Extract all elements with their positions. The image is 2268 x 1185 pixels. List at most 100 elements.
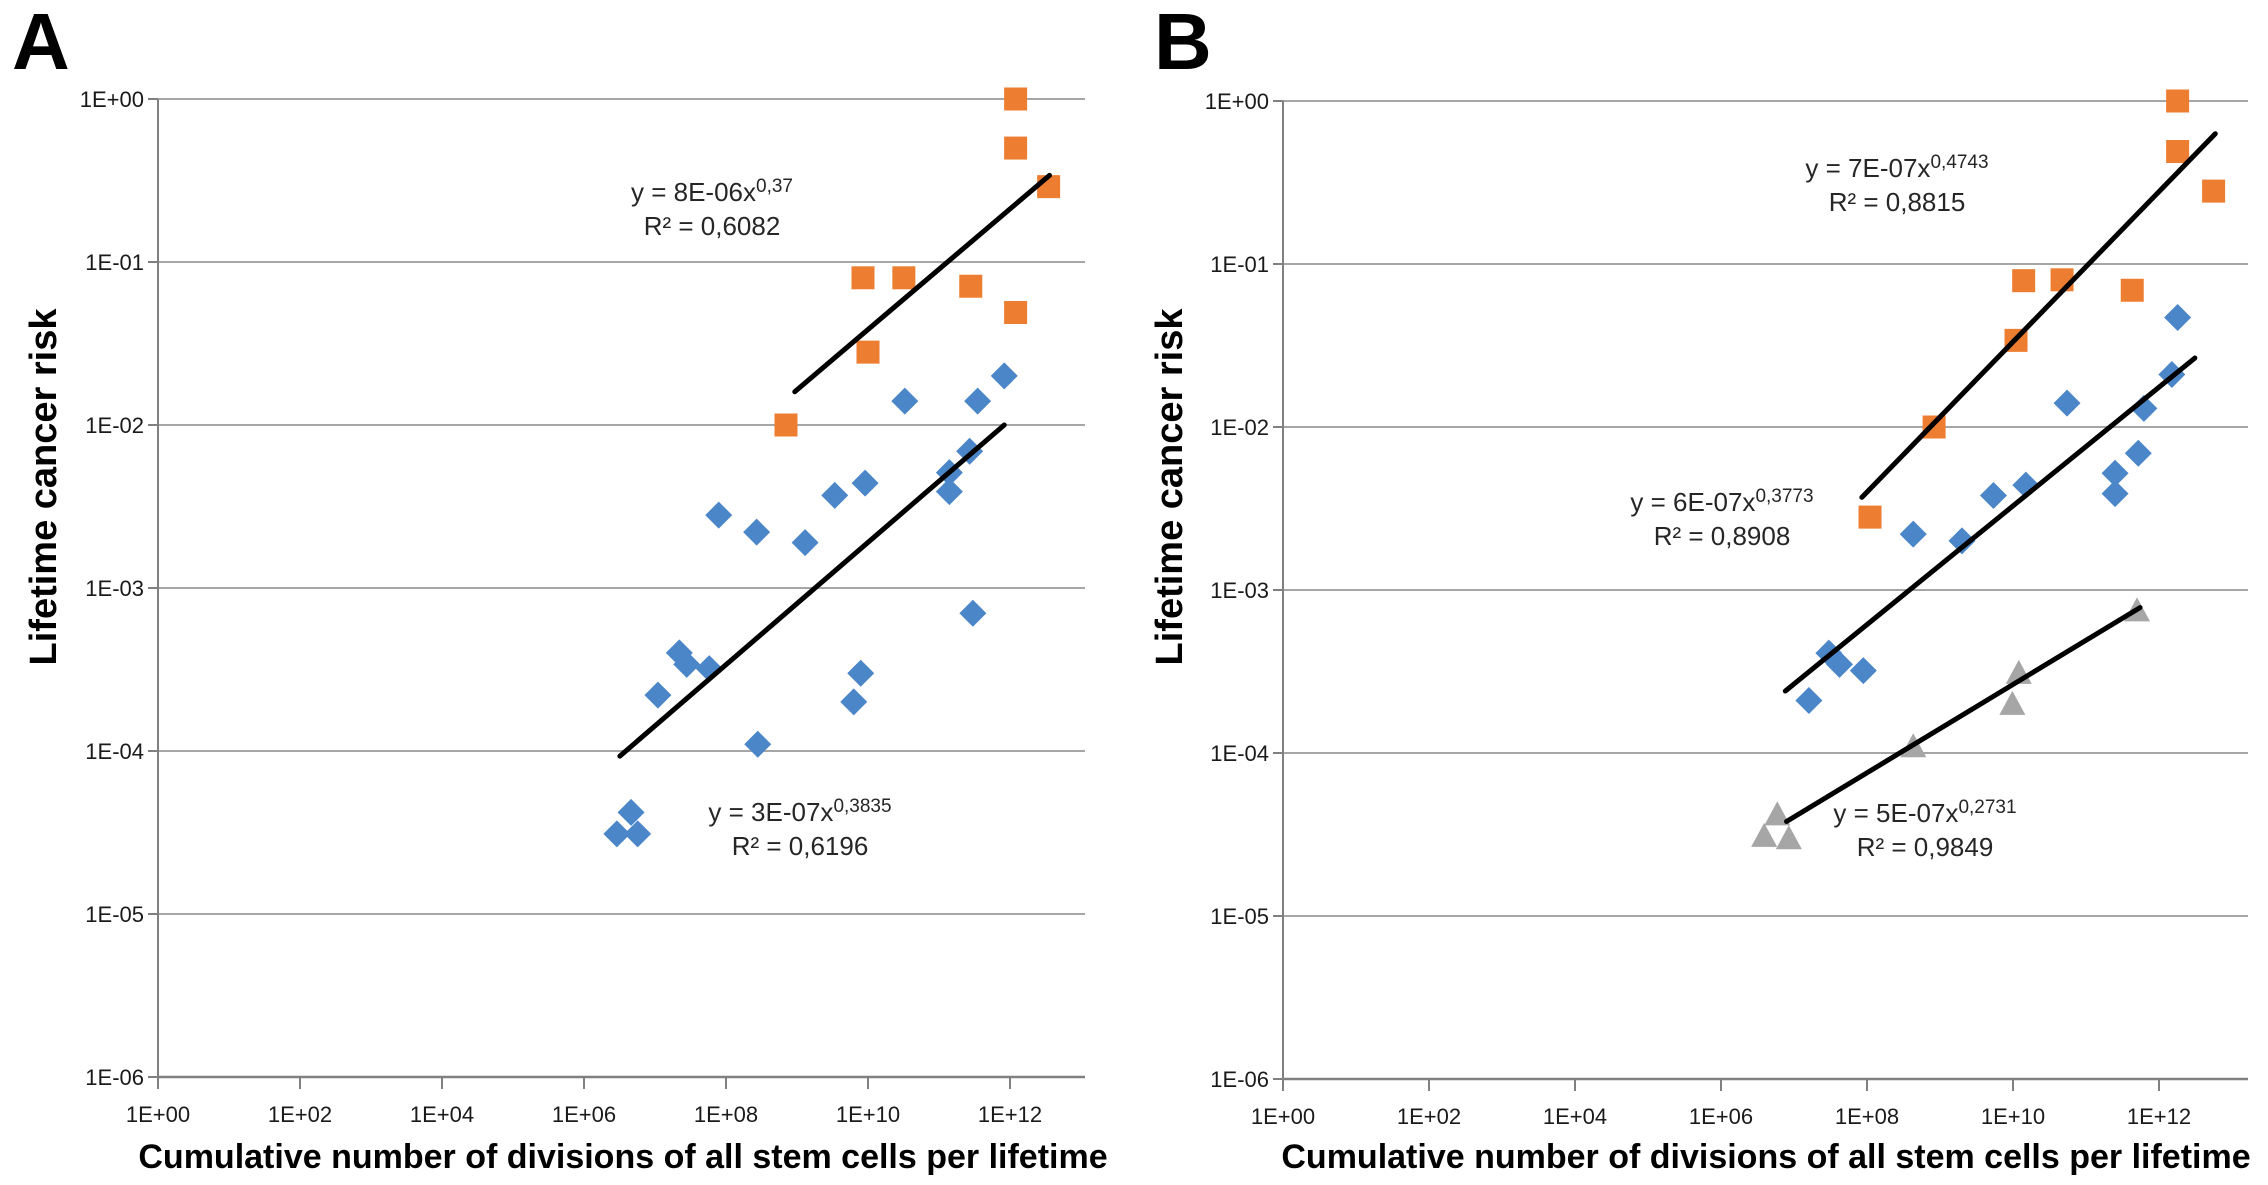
trendline-equation-orange-squares: y = 7E-07x0,4743 bbox=[1805, 152, 1988, 183]
data-point-square bbox=[892, 266, 916, 290]
data-point-diamond bbox=[644, 681, 672, 709]
data-point-diamond bbox=[1948, 527, 1976, 555]
y-tick-label: 1E-01 bbox=[1210, 252, 1269, 277]
x-tick-label: 1E+08 bbox=[1835, 1104, 1899, 1129]
y-tick-label: 1E-05 bbox=[1210, 904, 1269, 929]
data-point-diamond bbox=[1795, 686, 1823, 714]
data-point-diamond bbox=[1825, 650, 1853, 678]
data-point-square bbox=[774, 413, 798, 437]
data-point-diamond bbox=[617, 798, 645, 826]
trendline-r2-orange-squares: R² = 0,8815 bbox=[1829, 187, 1966, 217]
data-point-diamond bbox=[744, 730, 772, 758]
data-point-diamond bbox=[935, 478, 963, 506]
panel-b-letter: B bbox=[1154, 0, 1212, 86]
data-point-square bbox=[851, 266, 875, 290]
data-point-square bbox=[2012, 269, 2036, 293]
trendline-blue-diamonds bbox=[617, 422, 1007, 759]
x-tick-label: 1E+10 bbox=[836, 1102, 900, 1127]
data-point-diamond bbox=[821, 481, 849, 509]
x-tick-label: 1E+06 bbox=[1689, 1104, 1753, 1129]
panel-b-x-axis-title: Cumulative number of divisions of all st… bbox=[1281, 1138, 2251, 1176]
panel-b: 1E+00 1E-01 1E-02 1E-03 1E-04 1E-05 1E-06 1E+00… bbox=[1205, 89, 2248, 1129]
data-point-diamond bbox=[673, 650, 701, 678]
data-point-diamond bbox=[791, 529, 819, 557]
x-tick-label: 1E+00 bbox=[1251, 1104, 1315, 1129]
data-point-diamond bbox=[990, 362, 1018, 390]
trendline-orange-squares bbox=[792, 172, 1052, 395]
data-point-diamond bbox=[840, 688, 868, 716]
data-point-square bbox=[1004, 136, 1028, 160]
data-point-diamond bbox=[2124, 439, 2152, 467]
data-point-diamond bbox=[847, 659, 875, 687]
x-tick-label: 1E+04 bbox=[410, 1102, 474, 1127]
trendline-gray-triangles bbox=[1784, 605, 2143, 824]
y-tick-label: 1E-02 bbox=[85, 413, 144, 438]
data-point-square bbox=[1922, 415, 1946, 439]
x-tick-label: 1E+12 bbox=[978, 1102, 1042, 1127]
data-point-diamond bbox=[705, 501, 733, 529]
panel-a: 1E+00 1E-01 1E-02 1E-03 1E-04 1E-05 1E-06 1E+00… bbox=[80, 87, 1085, 1127]
panel-a-x-axis-title: Cumulative number of divisions of all st… bbox=[138, 1138, 1108, 1176]
y-tick-label: 1E-06 bbox=[1210, 1067, 1269, 1092]
x-tick-label: 1E+06 bbox=[552, 1102, 616, 1127]
data-point-diamond bbox=[2053, 389, 2081, 417]
data-point-square bbox=[2166, 139, 2190, 163]
data-point-diamond bbox=[2130, 394, 2158, 422]
data-point-diamond bbox=[1979, 481, 2007, 509]
data-point-diamond bbox=[1849, 657, 1877, 685]
data-point-square bbox=[2202, 179, 2226, 203]
y-tick-label: 1E+00 bbox=[80, 87, 144, 112]
trendline-equation-gray-triangles: y = 5E-07x0,2731 bbox=[1833, 797, 2016, 828]
panel-b-y-axis-title: Lifetime cancer risk bbox=[1149, 308, 1191, 666]
data-point-square bbox=[2166, 89, 2190, 113]
data-point-square bbox=[1004, 87, 1028, 111]
data-point-square bbox=[1004, 300, 1028, 324]
trendline-r2-orange-squares: R² = 0,6082 bbox=[644, 211, 781, 241]
y-tick-label: 1E+00 bbox=[1205, 89, 1269, 114]
trendline-r2-gray-triangles: R² = 0,9849 bbox=[1857, 832, 1994, 862]
data-point-diamond bbox=[743, 518, 771, 546]
data-point-diamond bbox=[959, 599, 987, 627]
data-point-triangle bbox=[1999, 690, 2026, 715]
data-point-diamond bbox=[2101, 459, 2129, 487]
panel-a-y-axis-title: Lifetime cancer risk bbox=[23, 308, 65, 666]
y-tick-label: 1E-06 bbox=[85, 1065, 144, 1090]
x-tick-label: 1E+04 bbox=[1543, 1104, 1607, 1129]
data-point-square bbox=[1858, 505, 1882, 529]
trendline-r2-blue-diamonds: R² = 0,8908 bbox=[1654, 521, 1791, 551]
trendline-equation-orange-squares: y = 8E-06x0,37 bbox=[631, 176, 793, 207]
data-point-square bbox=[856, 340, 880, 364]
trendline-r2-blue-diamonds: R² = 0,6196 bbox=[732, 831, 869, 861]
y-tick-label: 1E-03 bbox=[85, 576, 144, 601]
y-tick-label: 1E-04 bbox=[85, 739, 144, 764]
data-point-square bbox=[2120, 278, 2144, 302]
y-tick-label: 1E-01 bbox=[85, 250, 144, 275]
x-tick-label: 1E+08 bbox=[694, 1102, 758, 1127]
data-point-diamond bbox=[624, 820, 652, 848]
trendline-orange-squares bbox=[1859, 131, 2218, 500]
x-tick-label: 1E+02 bbox=[268, 1102, 332, 1127]
y-tick-label: 1E-04 bbox=[1210, 741, 1269, 766]
trendline-blue-diamonds bbox=[1782, 355, 2198, 694]
data-point-diamond bbox=[964, 387, 992, 415]
y-tick-label: 1E-05 bbox=[85, 902, 144, 927]
data-point-diamond bbox=[2164, 303, 2192, 331]
y-tick-label: 1E-02 bbox=[1210, 415, 1269, 440]
series-orange-squares bbox=[774, 87, 1061, 437]
data-point-diamond bbox=[1899, 520, 1927, 548]
data-point-diamond bbox=[603, 820, 631, 848]
x-tick-label: 1E+00 bbox=[126, 1102, 190, 1127]
data-point-diamond bbox=[851, 469, 879, 497]
x-tick-label: 1E+10 bbox=[1981, 1104, 2045, 1129]
y-tick-label: 1E-03 bbox=[1210, 578, 1269, 603]
data-point-triangle bbox=[1764, 801, 1791, 826]
data-point-triangle bbox=[1751, 822, 1778, 847]
x-tick-label: 1E+02 bbox=[1397, 1104, 1461, 1129]
x-tick-label: 1E+12 bbox=[2127, 1104, 2191, 1129]
data-point-triangle bbox=[1775, 825, 1802, 850]
data-point-diamond bbox=[891, 387, 919, 415]
trendline-equation-blue-diamonds: y = 3E-07x0,3835 bbox=[708, 796, 891, 827]
data-point-square bbox=[959, 274, 983, 298]
